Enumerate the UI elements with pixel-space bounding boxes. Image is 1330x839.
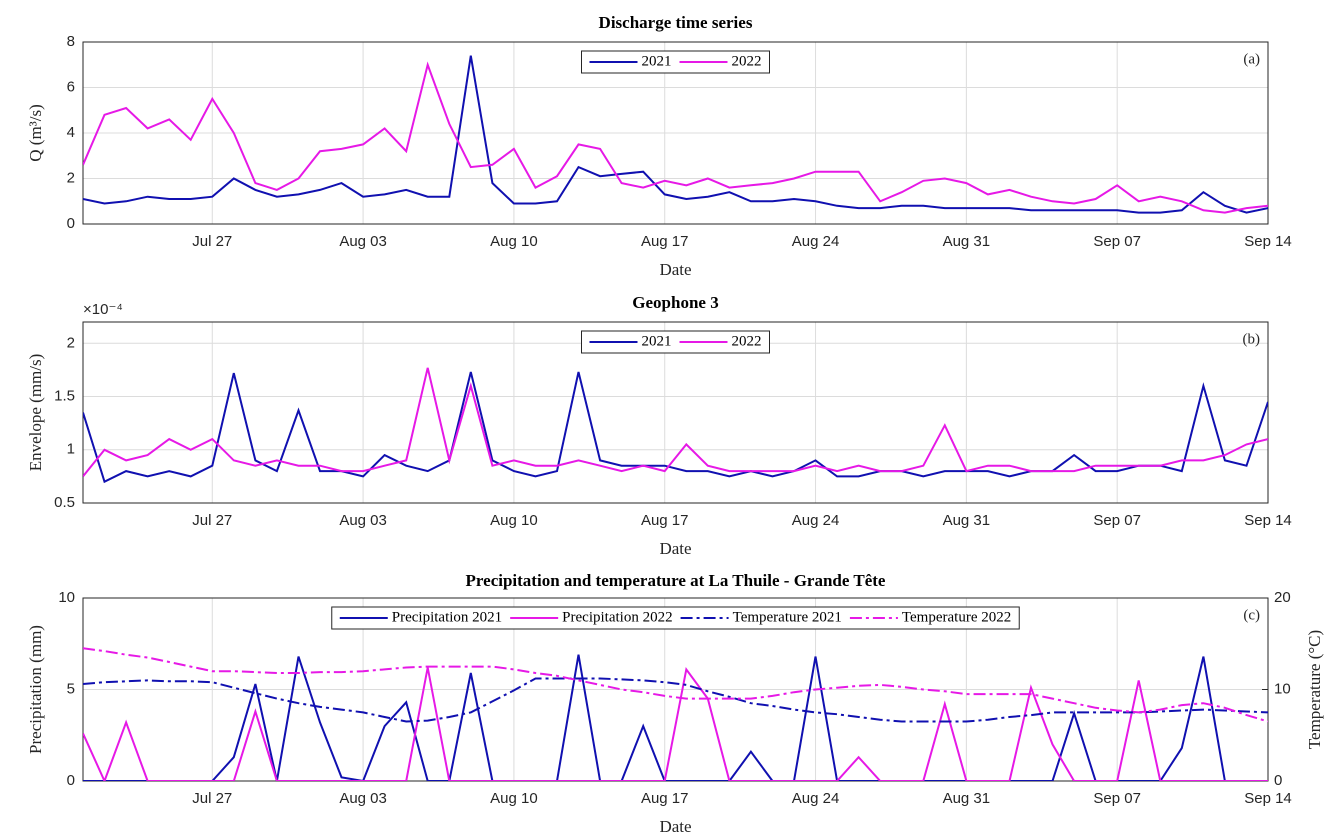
chart-title: Discharge time series bbox=[599, 13, 753, 32]
panel-annotation: (b) bbox=[1243, 331, 1261, 347]
panel-annotation: (a) bbox=[1243, 51, 1260, 67]
y-tick-label: 6 bbox=[67, 78, 75, 95]
x-tick-label: Jul 27 bbox=[192, 233, 232, 250]
y-tick-label: 5 bbox=[67, 680, 75, 697]
legend-box bbox=[581, 330, 770, 354]
x-tick-label: Aug 17 bbox=[641, 790, 689, 807]
x-axis-label: Date bbox=[659, 260, 691, 279]
y-tick-label: 0 bbox=[67, 772, 75, 789]
legend-label: Precipitation 2021 bbox=[392, 609, 502, 625]
x-tick-label: Aug 03 bbox=[339, 790, 387, 807]
chart-title: Geophone 3 bbox=[632, 293, 718, 312]
x-tick-label: Aug 03 bbox=[339, 512, 387, 529]
panel: Jul 27 Aug 03 Aug 10 Aug 17 Aug 24 Aug 31 Sep … bbox=[26, 13, 1292, 279]
y-tick-label: 4 bbox=[67, 124, 75, 141]
legend-box bbox=[581, 50, 770, 74]
x-tick-label: Aug 31 bbox=[943, 790, 991, 807]
x-tick-label: Aug 10 bbox=[490, 233, 538, 250]
y-tick-label: 0 bbox=[67, 215, 75, 232]
y-tick-label: 2 bbox=[67, 169, 75, 186]
y-axis-label: Q (m³/s) bbox=[26, 104, 45, 162]
x-axis-label: Date bbox=[659, 539, 691, 558]
y2-tick-label: 0 bbox=[1274, 772, 1282, 789]
x-tick-label: Aug 24 bbox=[792, 790, 840, 807]
y2-axis-label: Temperature (°C) bbox=[1305, 630, 1324, 749]
y-axis-label: Precipitation (mm) bbox=[26, 625, 45, 754]
x-tick-label: Sep 14 bbox=[1244, 512, 1292, 529]
legend-label: 2022 bbox=[732, 53, 762, 69]
legend-label: 2022 bbox=[732, 333, 762, 349]
panel: Jul 27 Aug 03 Aug 10 Aug 17 Aug 24 Aug 31 Sep … bbox=[26, 293, 1292, 558]
x-tick-label: Aug 17 bbox=[641, 233, 689, 250]
x-tick-label: Sep 07 bbox=[1093, 790, 1141, 807]
y2-tick-label: 10 bbox=[1274, 680, 1291, 697]
y2-tick-label: 20 bbox=[1274, 589, 1291, 606]
x-tick-label: Sep 14 bbox=[1244, 790, 1292, 807]
plot-frame bbox=[82, 41, 1269, 225]
y-tick-label: 8 bbox=[67, 33, 75, 50]
x-tick-label: Aug 10 bbox=[490, 790, 538, 807]
x-tick-label: Aug 31 bbox=[943, 512, 991, 529]
y-tick-label: 0.5 bbox=[54, 494, 75, 511]
x-tick-label: Sep 07 bbox=[1093, 233, 1141, 250]
series-line bbox=[83, 367, 1268, 478]
legend-box bbox=[331, 606, 1020, 630]
series-line bbox=[83, 647, 1268, 723]
y-axis-label: Envelope (mm/s) bbox=[26, 354, 45, 472]
x-axis-label: Date bbox=[659, 817, 691, 836]
legend-label: Temperature 2021 bbox=[733, 609, 842, 625]
legend: Precipitation 2021 Precipitation 2022 Temp… bbox=[331, 606, 1020, 630]
y-tick-label: 10 bbox=[58, 589, 75, 606]
series-line bbox=[83, 666, 1268, 781]
x-tick-label: Jul 27 bbox=[192, 790, 232, 807]
y-multiplier: ×10⁻⁴ bbox=[83, 301, 123, 318]
series-line bbox=[83, 61, 1268, 214]
x-tick-label: Jul 27 bbox=[192, 512, 232, 529]
x-tick-label: Aug 10 bbox=[490, 512, 538, 529]
legend-label: Temperature 2022 bbox=[902, 609, 1011, 625]
series-line bbox=[83, 55, 1268, 214]
legend-label: Precipitation 2022 bbox=[562, 609, 672, 625]
legend-label: 2021 bbox=[642, 333, 672, 349]
panel: Jul 27 Aug 03 Aug 10 Aug 17 Aug 24 Aug 31 Sep … bbox=[26, 571, 1324, 836]
legend: 2021 2022 bbox=[581, 330, 770, 354]
x-tick-label: Aug 24 bbox=[792, 233, 840, 250]
y-tick-label: 2 bbox=[67, 334, 75, 351]
x-tick-label: Sep 14 bbox=[1244, 233, 1292, 250]
x-tick-label: Aug 17 bbox=[641, 512, 689, 529]
panel-annotation: (c) bbox=[1243, 607, 1260, 623]
x-tick-label: Sep 07 bbox=[1093, 512, 1141, 529]
x-tick-label: Aug 24 bbox=[792, 512, 840, 529]
x-tick-label: Aug 03 bbox=[339, 233, 387, 250]
legend: 2021 2022 bbox=[581, 50, 770, 74]
series-line bbox=[83, 677, 1268, 723]
y-tick-label: 1 bbox=[67, 441, 75, 458]
series-line bbox=[83, 654, 1268, 781]
y-tick-label: 1.5 bbox=[54, 387, 75, 404]
x-tick-label: Aug 31 bbox=[943, 233, 991, 250]
chart-title: Precipitation and temperature at La Thui… bbox=[466, 571, 886, 590]
legend-label: 2021 bbox=[642, 53, 672, 69]
